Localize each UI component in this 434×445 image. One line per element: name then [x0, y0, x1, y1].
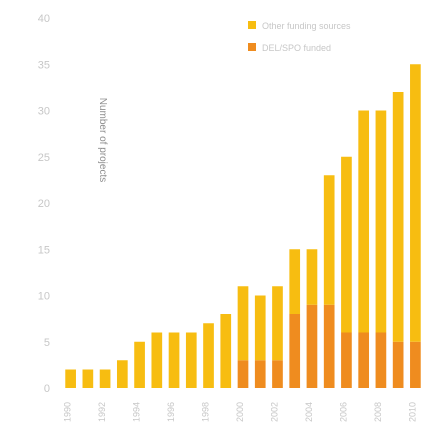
bar-segment — [254, 360, 266, 388]
bar-segment — [134, 341, 145, 388]
bar-segment — [358, 110, 370, 333]
bar-segment — [289, 314, 301, 388]
bar-segment — [220, 314, 232, 388]
y-tick-label: 25 — [38, 152, 50, 164]
x-axis: 1990 1992 1994 1996 1998 2000 2002 2004 2006 2008… — [63, 402, 418, 422]
bar-segment — [237, 360, 249, 388]
x-tick-label: 1992 — [97, 402, 107, 422]
bar-segment — [203, 323, 214, 388]
bar-segment — [82, 369, 94, 388]
bar-segment — [323, 175, 335, 305]
bar-segment — [375, 110, 387, 333]
x-tick-label: 2004 — [304, 402, 314, 422]
y-tick-label: 5 — [44, 337, 50, 349]
bar-segment — [306, 304, 318, 388]
x-tick-label: 2000 — [235, 402, 245, 422]
bar-segment — [341, 332, 352, 388]
bar-segment — [410, 341, 421, 388]
bars — [65, 64, 421, 388]
bar-segment — [323, 304, 335, 388]
y-tick-label: 0 — [44, 383, 50, 395]
bar-segment — [272, 286, 283, 361]
legend-label: DEL/SPO funded — [262, 43, 331, 53]
bar-segment — [272, 360, 283, 388]
bar-segment — [375, 332, 387, 388]
bar-segment — [306, 249, 318, 305]
y-tick-label: 15 — [38, 244, 50, 256]
bar-segment — [289, 249, 301, 314]
x-tick-label: 1994 — [132, 402, 142, 422]
legend-swatch — [248, 21, 256, 29]
x-tick-label: 2008 — [373, 402, 383, 422]
x-tick-label: 2010 — [407, 402, 417, 422]
y-tick-label: 20 — [38, 198, 50, 210]
legend-label: Other funding sources — [262, 21, 351, 31]
bar-segment — [185, 332, 197, 388]
y-tick-label: 10 — [38, 291, 50, 303]
x-tick-label: 1996 — [166, 402, 176, 422]
bar-segment — [116, 360, 128, 388]
bar-segment — [358, 332, 370, 388]
bar-segment — [392, 341, 404, 388]
y-tick-label: 30 — [38, 106, 50, 118]
bar-segment — [410, 64, 421, 342]
bar-segment — [168, 332, 180, 388]
x-tick-label: 2006 — [338, 402, 348, 422]
x-tick-label: 1990 — [63, 402, 73, 422]
bar-segment — [392, 92, 404, 342]
bar-segment — [65, 369, 76, 388]
legend-swatch — [248, 43, 256, 51]
y-tick-label: 35 — [38, 59, 50, 71]
y-axis-label: Number of projects — [97, 98, 108, 182]
bar-segment — [341, 156, 352, 333]
x-tick-label: 1998 — [201, 402, 211, 422]
legend: Other funding sources DEL/SPO funded — [248, 21, 351, 53]
bar-segment — [254, 295, 266, 361]
y-tick-label: 40 — [38, 13, 50, 25]
bar-segment — [237, 286, 249, 361]
bar-segment — [99, 369, 111, 388]
x-tick-label: 2002 — [269, 402, 279, 422]
y-axis: 0 5 10 15 20 25 30 35 40 — [38, 13, 50, 395]
bar-segment — [151, 332, 163, 388]
